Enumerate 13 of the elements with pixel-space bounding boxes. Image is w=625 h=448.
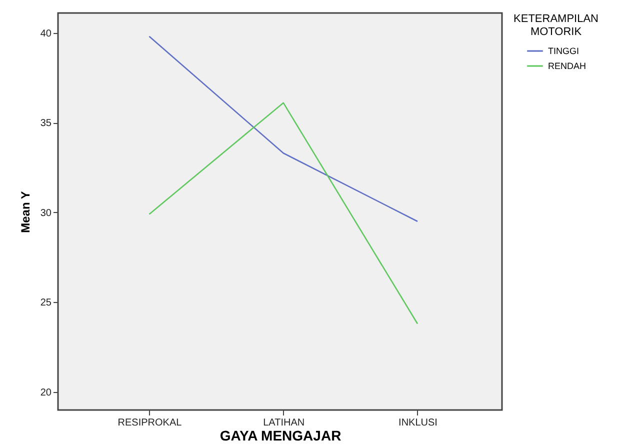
x-tick-label: LATIHAN	[263, 418, 305, 428]
legend-label: TINGGI	[548, 46, 579, 56]
legend-label: RENDAH	[548, 61, 586, 71]
x-tick-label: INKLUSI	[398, 418, 438, 428]
y-tick-label: 35	[40, 118, 52, 130]
y-tick-label: 30	[40, 208, 52, 219]
x-axis-title: GAYA MENGAJAR	[220, 428, 342, 444]
y-tick-label: 40	[40, 28, 52, 40]
y-tick-label: 25	[40, 298, 52, 309]
y-tick-label: 20	[40, 388, 52, 399]
y-axis-title: Mean Y	[18, 191, 32, 233]
legend-title: KETERAMPILAN MOTORIK	[514, 13, 599, 38]
x-tick-label: RESIPROKAL	[118, 418, 182, 428]
